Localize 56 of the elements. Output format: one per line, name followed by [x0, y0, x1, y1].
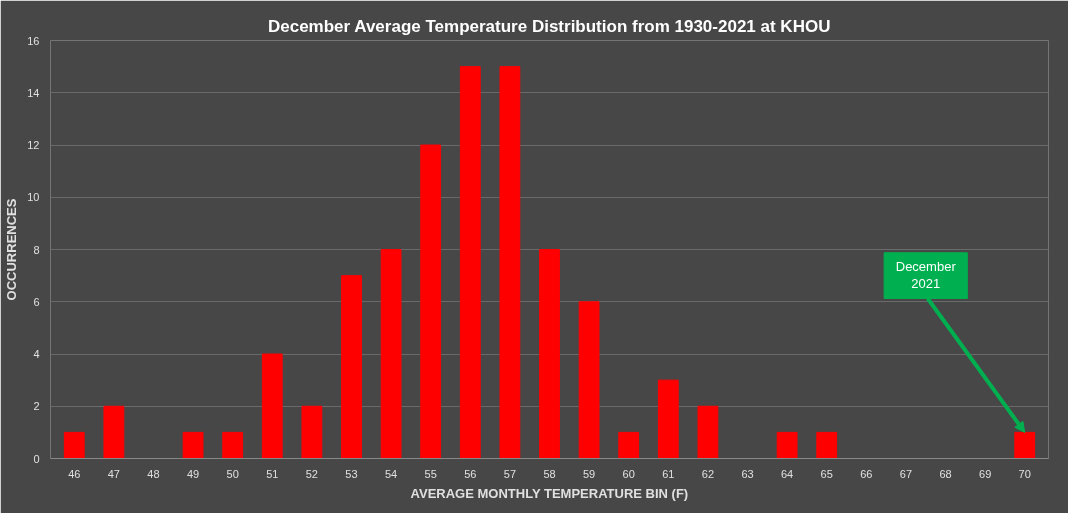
x-tick-label: 50	[226, 467, 239, 480]
x-tick-label: 68	[939, 467, 952, 480]
x-tick-label: 56	[464, 467, 477, 480]
x-tick-label: 55	[424, 467, 437, 480]
chart-title: December Average Temperature Distribution from 1930-2021 at KHOU	[267, 16, 831, 36]
x-tick-label: 57	[503, 467, 517, 480]
annotation: December 2021	[895, 258, 957, 291]
x-tick-label: 49	[186, 467, 200, 480]
x-tick-label: 53	[345, 467, 358, 480]
y-tick-label: 6	[33, 295, 40, 308]
x-tick-label: 70	[1018, 467, 1031, 480]
bar	[499, 66, 521, 459]
bar	[380, 249, 402, 459]
x-tick-label: 46	[68, 467, 81, 480]
x-tick-label: 62	[701, 467, 715, 480]
x-tick-label: 64	[781, 467, 794, 480]
y-tick-label: 4	[33, 348, 40, 360]
x-tick-label: 65	[820, 467, 833, 480]
bar	[63, 431, 85, 459]
y-tick-label: 0	[33, 452, 40, 465]
x-tick-label: 58	[543, 467, 556, 480]
x-tick-label: 51	[266, 467, 279, 480]
bar	[341, 275, 362, 459]
x-tick-label: 48	[147, 467, 160, 480]
y-axis-title: OCCURRENCES	[4, 198, 20, 301]
x-tick-label: 60	[622, 467, 635, 480]
bar	[182, 431, 204, 459]
bar	[261, 353, 283, 459]
bar	[222, 431, 244, 459]
x-tick-label: 66	[860, 467, 873, 480]
x-tick-label: 59	[582, 467, 596, 480]
y-tick-label: 8	[33, 243, 40, 256]
y-tick-label: 12	[27, 139, 40, 151]
x-axis-title: AVERAGE MONTHLY TEMPERATURE BIN (F)	[410, 485, 689, 501]
bar	[657, 379, 679, 459]
y-tick-label: 10	[27, 191, 40, 204]
y-tick-label: 16	[27, 34, 40, 47]
x-tick-label: 54	[384, 467, 398, 480]
bar	[459, 66, 481, 459]
x-tick-label: 52	[305, 467, 319, 480]
bar	[301, 405, 323, 459]
x-tick-label: 67	[899, 467, 913, 480]
x-tick-label: 47	[107, 467, 120, 480]
bar	[420, 144, 442, 459]
bar	[578, 301, 600, 459]
bar	[539, 249, 560, 459]
bar	[816, 431, 838, 459]
bar	[776, 431, 798, 459]
bar	[103, 405, 125, 459]
x-tick-label: 69	[979, 467, 992, 480]
x-tick-label: 61	[662, 467, 675, 480]
bar	[618, 431, 640, 459]
y-tick-label: 14	[27, 86, 40, 99]
y-tick-label: 2	[33, 400, 40, 413]
bar	[697, 405, 719, 459]
x-tick-label: 63	[741, 467, 754, 480]
